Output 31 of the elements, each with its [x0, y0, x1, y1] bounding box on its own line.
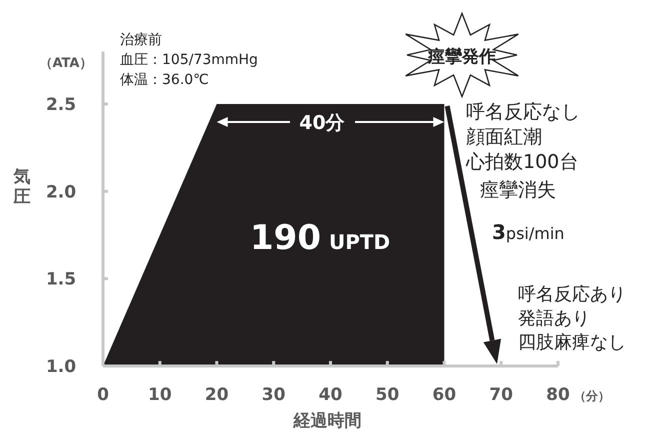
- y-tick-label: 1.5: [46, 270, 76, 290]
- annotation: 四肢麻痺なし: [518, 332, 626, 353]
- y-tick-label: 2.0: [46, 182, 76, 202]
- x-axis-title: 経過時間: [292, 411, 362, 431]
- x-tick-label: 0: [97, 385, 110, 405]
- annotation: 痙攣消失: [480, 179, 556, 201]
- x-tick-label: 30: [262, 385, 286, 405]
- x-tick-label: 40: [318, 385, 342, 405]
- x-tick-label: 10: [148, 385, 172, 405]
- annotation: 血圧：105/73mmHg: [120, 52, 258, 68]
- y-axis-title: 気圧: [12, 167, 30, 207]
- annotation: 発語あり: [518, 308, 590, 329]
- y-tick-label: 2.5: [46, 94, 76, 115]
- x-tick-label: 70: [489, 385, 514, 405]
- annotation: 痙攣発作: [427, 47, 496, 67]
- annotation: 呼名反応あり: [518, 284, 626, 305]
- annotation: 3psi/min: [492, 220, 564, 244]
- text: （分）: [574, 389, 610, 403]
- annotation: 体温：36.0℃: [120, 72, 209, 88]
- x-tick-label: 60: [432, 385, 456, 405]
- text: （ATA）: [40, 56, 92, 71]
- annotation: 顔面紅潮: [466, 126, 542, 148]
- x-tick-label: 80: [546, 385, 570, 405]
- x-tick-label: 50: [376, 385, 400, 405]
- annotation: 心拍数100台: [465, 151, 578, 173]
- annotation: 呼名反応なし: [466, 101, 580, 123]
- y-tick-label: 1.0: [46, 356, 76, 377]
- annotation: 190 UPTD: [250, 218, 390, 258]
- x-tick-label: 20: [204, 385, 229, 405]
- text: 治療前: [120, 32, 162, 48]
- annotation: 40分: [299, 112, 346, 134]
